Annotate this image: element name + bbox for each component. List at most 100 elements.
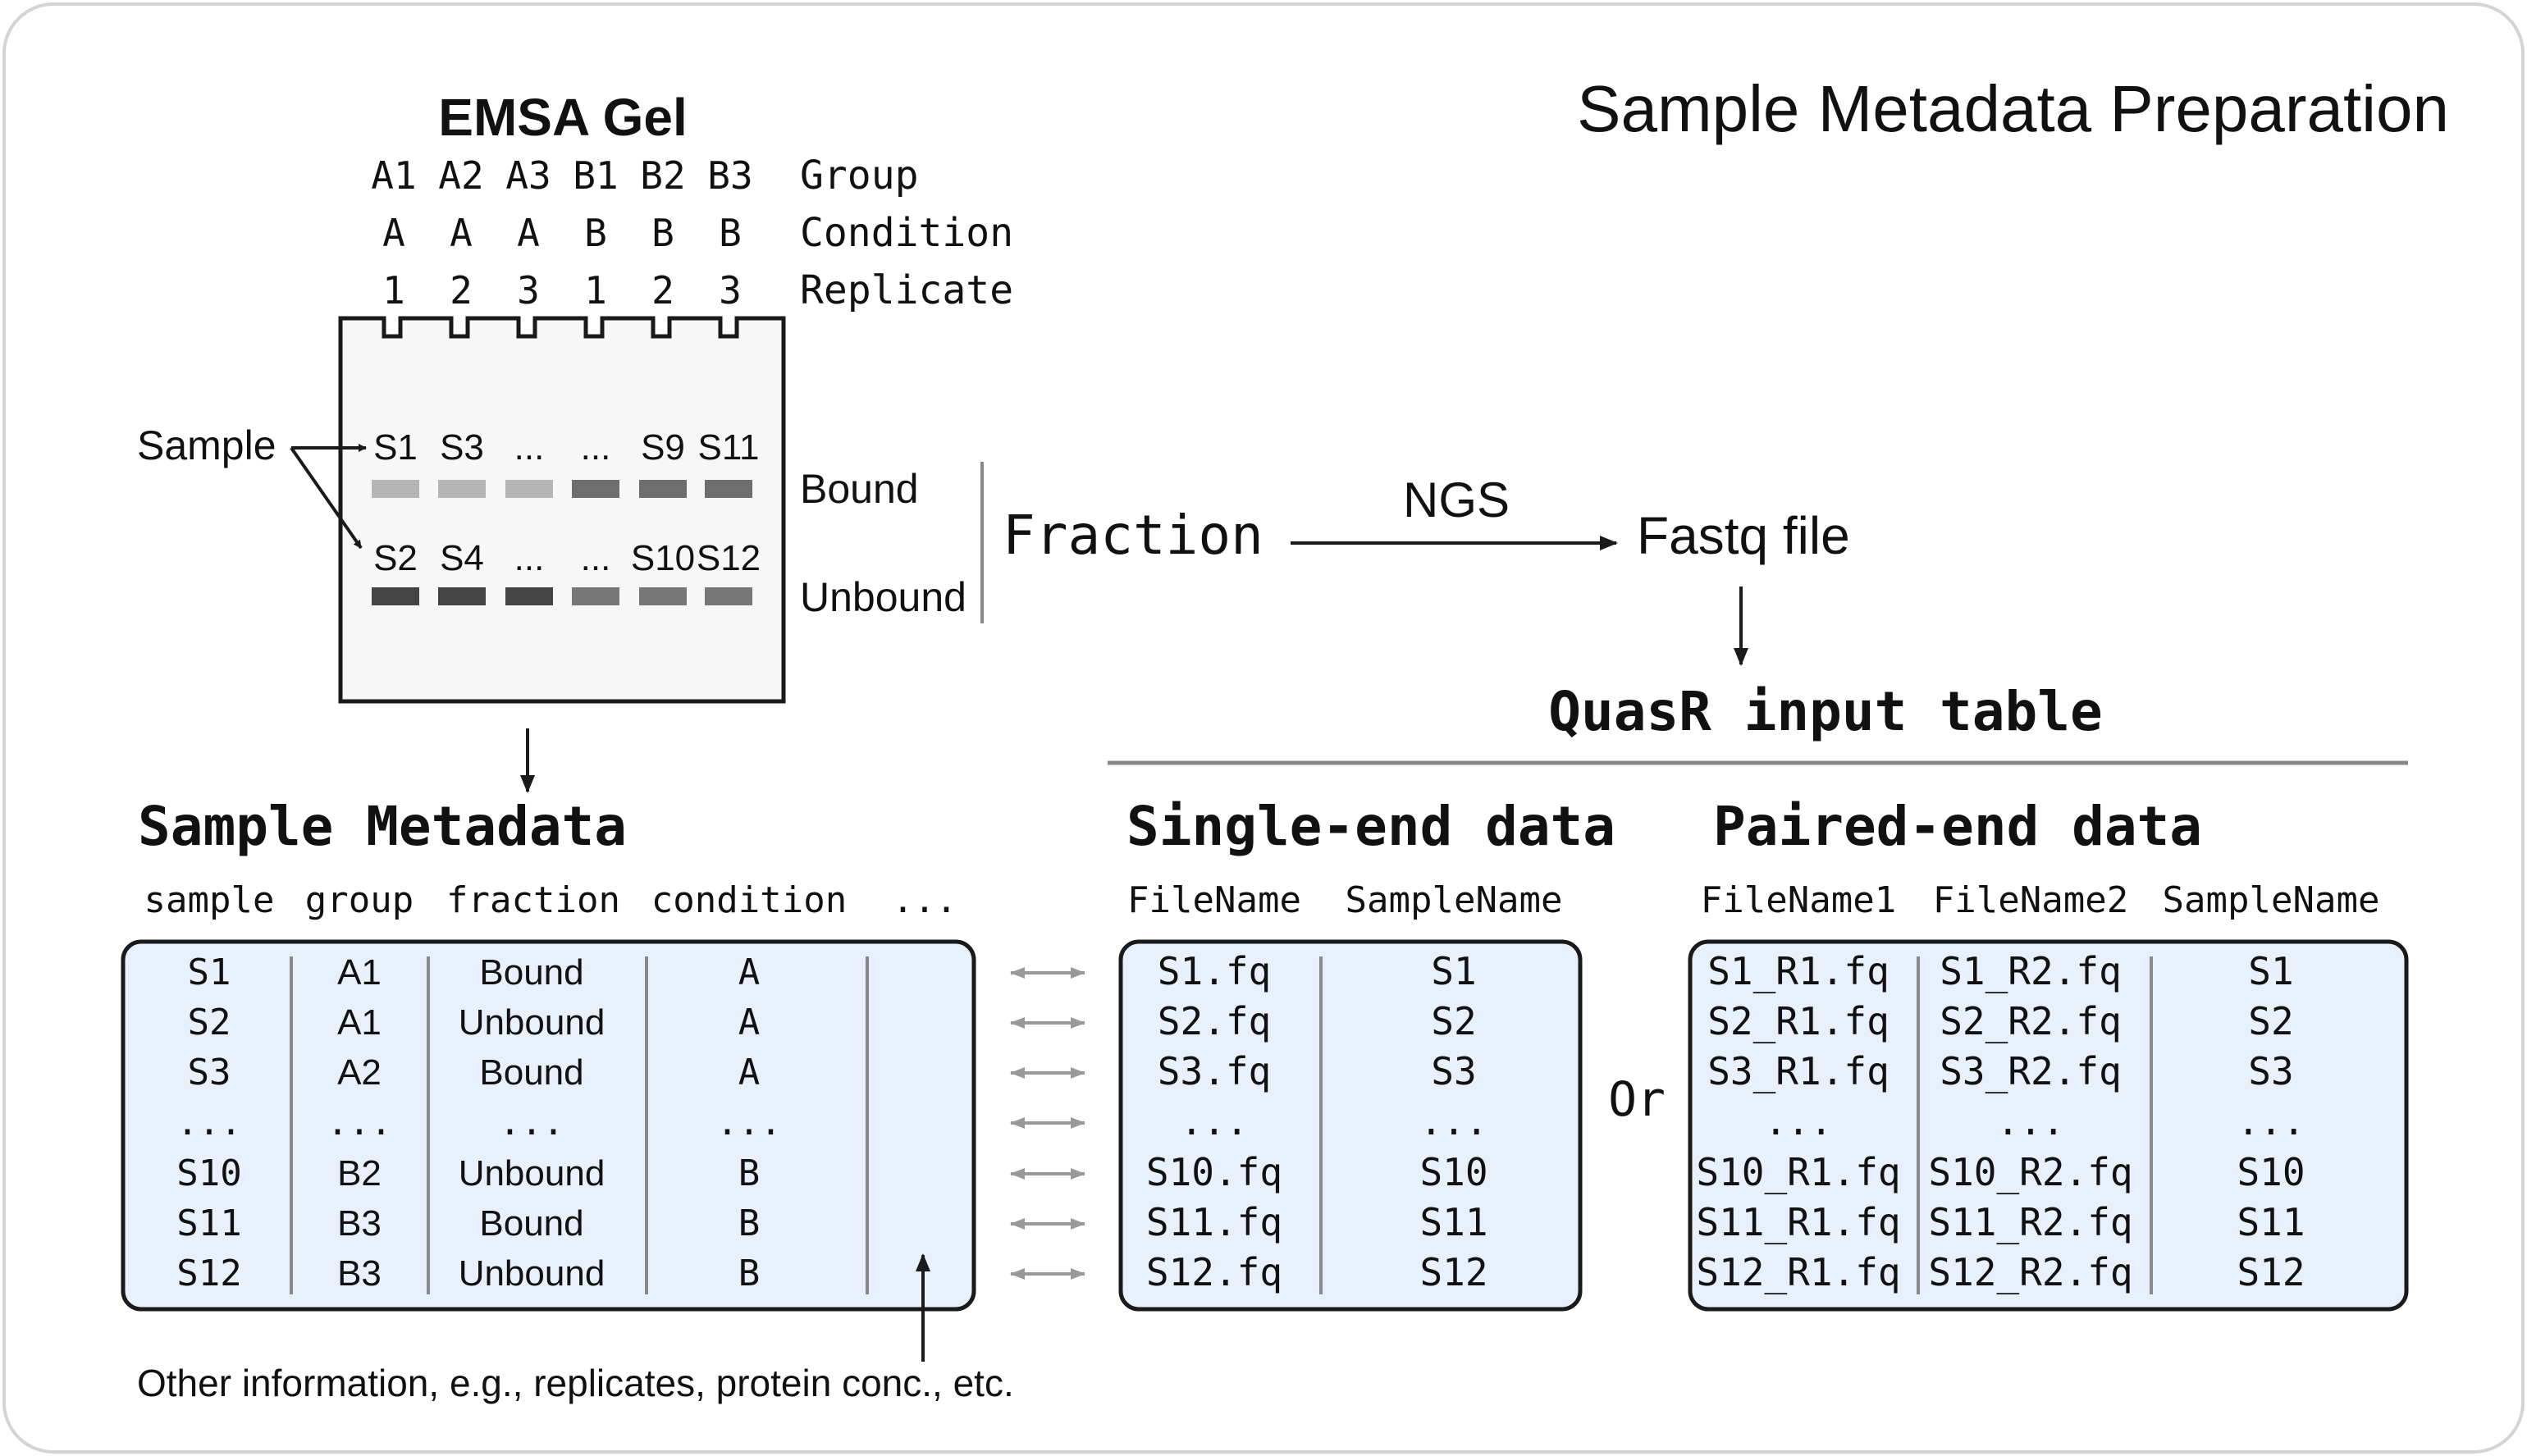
metadata-cell: B2 (337, 1153, 382, 1194)
quasr-title: QuasR input table (1548, 680, 2103, 743)
single-end-cell: S11 (1419, 1200, 1487, 1244)
metadata-cell: S10 (176, 1152, 241, 1194)
gel-bound-band (572, 480, 619, 498)
sample-arrow-unbound (290, 446, 363, 550)
metadata-cell: ... (716, 1102, 781, 1143)
gel-unbound-sample-label: S4 (440, 538, 484, 578)
fraction-label: Fraction (1003, 504, 1264, 567)
metadata-cell: B (738, 1253, 761, 1294)
metadata-cell: Unbound (459, 1253, 605, 1294)
metadata-cell: Bound (479, 1203, 583, 1244)
gel-bound-sample-label: S9 (641, 427, 685, 468)
ngs-label: NGS (1403, 472, 1510, 527)
gel-bound-sample-label: S3 (440, 427, 484, 468)
paired-end-cell: S10_R2.fq (1928, 1150, 2132, 1194)
metadata-title: Sample Metadata (138, 795, 627, 858)
metadata-cell: A2 (337, 1052, 382, 1093)
gel-lane-value: A1 (371, 153, 416, 198)
single-end-cell: S10 (1419, 1150, 1487, 1194)
single-end-cell: S1.fq (1158, 949, 1271, 993)
paired-end-cell: S11_R2.fq (1928, 1200, 2132, 1244)
metadata-cell: Unbound (459, 1153, 605, 1194)
single-end-column-header: FileName (1127, 879, 1301, 921)
paired-end-cell: ... (2237, 1099, 2305, 1143)
single-end-cell: S12 (1419, 1250, 1487, 1294)
gel-row-label: Condition (800, 210, 1013, 256)
paired-end-cell: S2_R1.fq (1707, 999, 1890, 1043)
gel-unbound-band (505, 587, 553, 605)
metadata-note: Other information, e.g., replicates, pro… (137, 1362, 1014, 1404)
gel-body (338, 316, 786, 704)
single-end-cells: S1.fq S1 S2.fq S2 S3.fq S3... ... S10.fq S10 S11.… (1146, 949, 1488, 1294)
metadata-cell: B3 (337, 1203, 382, 1244)
gel-lane-value: 3 (719, 268, 742, 313)
gel-bound-band (438, 480, 486, 498)
paired-end-cell: S10_R1.fq (1696, 1150, 1900, 1194)
metadata-headers: sample group fraction condition... (144, 879, 957, 921)
paired-end-cell: S1 (2248, 949, 2293, 993)
gel-bands: S1 S3...... S9 S11 S2 S4...... S10 S12 (372, 427, 761, 605)
single-end-cell: S1 (1431, 949, 1476, 993)
gel-row-label: Replicate (800, 267, 1013, 313)
double-arrows (1010, 967, 1085, 1280)
paired-end-cell: ... (1996, 1099, 2064, 1143)
single-end-cell: ... (1180, 1099, 1248, 1143)
gel-bound-sample-label: ... (514, 427, 545, 468)
gel-unbound-band (705, 587, 752, 605)
single-end-cell: S3.fq (1158, 1049, 1271, 1093)
gel-lane-value: A3 (505, 153, 551, 198)
or-label: Or (1608, 1071, 1666, 1127)
gel-bound-band (639, 480, 687, 498)
paired-end-headers: FileName1 FileName2 SampleName (1701, 879, 2380, 921)
single-end-cell: S10.fq (1146, 1150, 1282, 1194)
paired-end-cell: S12_R2.fq (1928, 1250, 2132, 1294)
gel-lane-value: A2 (438, 153, 483, 198)
metadata-column-header: condition (651, 879, 847, 921)
metadata-cell: B (738, 1152, 761, 1194)
metadata-cell: A1 (337, 952, 382, 993)
paired-end-cell: S10 (2237, 1150, 2305, 1194)
metadata-cell: B (738, 1203, 761, 1244)
paired-end-cell: S2 (2248, 999, 2293, 1043)
gel-lane-value: 1 (382, 268, 405, 313)
metadata-cell: S3 (188, 1052, 231, 1093)
gel-unbound-sample-label: ... (514, 538, 545, 578)
gel-bound-band (705, 480, 752, 498)
metadata-column-header: ... (892, 879, 957, 921)
gel-lane-value: 1 (584, 268, 607, 313)
gel-lane-value: B (651, 211, 674, 255)
single-end-column-header: SampleName (1346, 879, 1563, 921)
metadata-column-header: sample (144, 879, 275, 921)
gel-lane-value: B (584, 211, 607, 255)
paired-end-cell: S11 (2237, 1200, 2305, 1244)
metadata-cell: Bound (479, 952, 583, 993)
gel-unbound-sample-label: ... (581, 538, 611, 578)
metadata-cell: A (738, 1052, 761, 1093)
metadata-cell: B3 (337, 1253, 382, 1294)
gel-bound-sample-label: S1 (373, 427, 418, 468)
gel-title: EMSA Gel (438, 88, 687, 147)
metadata-cell: A (738, 1002, 761, 1043)
gel-lane-value: 3 (517, 268, 540, 313)
metadata-cells: S1 A1 Bound A S2 A1 Unbound A S3 A2 Bound A........… (176, 952, 781, 1294)
paired-end-table (1688, 939, 2409, 1312)
metadata-cell: ... (327, 1102, 391, 1143)
paired-end-cell: ... (1764, 1099, 1832, 1143)
single-end-cell: S2 (1431, 999, 1476, 1043)
paired-end-cell: S1_R1.fq (1707, 949, 1890, 993)
gel-lane-value: A (517, 211, 540, 255)
gel-lane-value: B1 (573, 153, 618, 198)
metadata-cell: S2 (188, 1002, 231, 1043)
paired-end-cell: S3 (2248, 1049, 2293, 1093)
gel-bound-sample-label: S11 (697, 427, 759, 468)
metadata-cell: ... (176, 1102, 241, 1143)
unbound-label: Unbound (800, 574, 966, 620)
gel-bound-sample-label: ... (581, 427, 611, 468)
paired-end-column-header: SampleName (2163, 879, 2380, 921)
paired-end-cell: S12_R1.fq (1696, 1250, 1900, 1294)
gel-lane-value: A (382, 211, 405, 255)
gel-bound-band (372, 480, 419, 498)
gel-lane-value: 2 (450, 268, 473, 313)
paired-end-cell: S11_R1.fq (1696, 1200, 1900, 1244)
